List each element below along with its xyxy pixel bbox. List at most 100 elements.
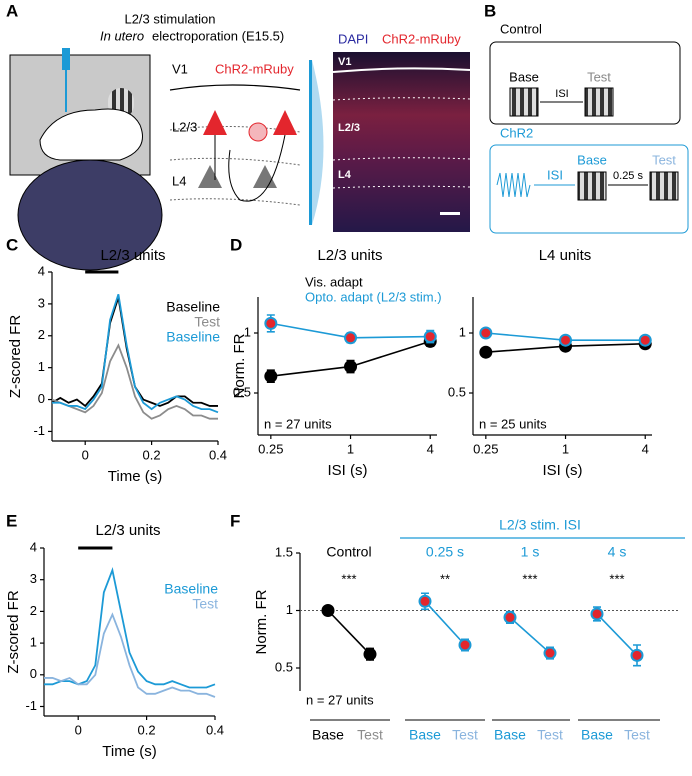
x-tick-label: 0 <box>82 447 89 462</box>
x-tick-label: 0 <box>75 722 82 737</box>
pair-line <box>327 609 371 655</box>
x-tick-label: 0.25 <box>258 441 283 456</box>
x-tick-label: 0.2 <box>143 447 161 462</box>
x-axis-label: ISI (s) <box>543 462 583 479</box>
series-line <box>51 343 218 420</box>
pair-line <box>509 616 551 654</box>
marker <box>321 604 335 617</box>
layer-label: V1 <box>172 61 188 76</box>
y-tick-label: 0 <box>30 666 37 681</box>
legend-entry: Opto. adapt (L2/3 stim.) <box>305 289 442 304</box>
group-label: Control <box>326 544 371 560</box>
annotation: n = 25 units <box>479 416 547 431</box>
layer-label: L4 <box>172 173 186 188</box>
y-tick-label: 1 <box>244 324 251 339</box>
y-tick-label: 1 <box>38 359 45 374</box>
chart-title: L2/3 units <box>95 522 160 539</box>
series-line <box>52 294 219 414</box>
legend-entry: Test <box>192 596 218 612</box>
category-label: Base <box>312 727 344 743</box>
x-tick-label: 0.4 <box>209 447 227 462</box>
y-tick-label: 1.5 <box>275 544 293 559</box>
panel-label: E <box>6 511 17 530</box>
y-tick-label: 0.5 <box>233 384 251 399</box>
box-title: Control <box>500 21 542 36</box>
panel-label: B <box>484 1 496 20</box>
panel-label: A <box>6 1 18 20</box>
marker <box>559 333 573 347</box>
y-tick-label: 1 <box>286 602 293 617</box>
y-axis-label: Z-scored FR <box>7 315 24 399</box>
y-tick-label: 0.5 <box>275 659 293 674</box>
marker <box>344 360 358 374</box>
diagram-subtitle: electroporation (E15.5) <box>152 28 284 43</box>
significance: *** <box>341 571 356 586</box>
y-tick-label: 4 <box>38 263 45 278</box>
category-label: Test <box>624 727 650 743</box>
stim-label: Base <box>577 152 607 167</box>
y-tick-label: 1 <box>30 635 37 650</box>
marker <box>638 333 652 347</box>
group-label: 1 s <box>521 544 540 560</box>
x-axis-label: Time (s) <box>102 743 156 760</box>
layer-label: L2/3 <box>172 119 197 134</box>
channel-label: DAPI <box>338 31 368 46</box>
y-tick-label: 1 <box>459 324 466 339</box>
marker <box>264 369 278 383</box>
image-layer: L2/3 <box>338 122 360 134</box>
diagram-title: L2/3 stimulation <box>124 11 215 26</box>
legend-entry: Baseline <box>166 329 220 345</box>
y-tick-label: 2 <box>38 327 45 342</box>
image-layer: L4 <box>338 169 352 181</box>
isi-label: ISI <box>547 167 563 182</box>
marker <box>423 330 437 344</box>
labels: A B C D E F L2/3 stimulation In utero el… <box>6 1 676 530</box>
chart-title: L2/3 units <box>100 247 165 264</box>
channel-label: ChR2-mRuby <box>382 31 461 46</box>
group-label: 0.25 s <box>426 544 464 560</box>
legend-entry: Test <box>194 314 220 330</box>
pair-line <box>424 600 466 646</box>
marker <box>630 648 644 662</box>
series-line <box>44 612 216 698</box>
group-label: 4 s <box>608 544 627 560</box>
y-tick-label: 0.5 <box>448 384 466 399</box>
marker <box>458 638 472 652</box>
panel-label: F <box>230 511 240 530</box>
y-tick-label: 4 <box>30 539 37 554</box>
series-line <box>44 567 216 689</box>
significance: *** <box>522 571 537 586</box>
category-label: Base <box>494 727 526 743</box>
marker <box>344 331 358 345</box>
significance: ** <box>440 571 450 586</box>
box-title: ChR2 <box>500 125 533 140</box>
y-tick-label: -1 <box>33 423 45 438</box>
construct-label: ChR2-mRuby <box>215 61 294 76</box>
diagram-subtitle: In utero <box>100 28 144 43</box>
panel-a-illustration <box>9 48 471 271</box>
panel-label: D <box>230 235 242 254</box>
x-tick-label: 4 <box>427 441 434 456</box>
panel-b-illustration <box>489 41 689 234</box>
annotation: n = 27 units <box>264 416 332 431</box>
category-label: Test <box>537 727 563 743</box>
category-label: Base <box>409 727 441 743</box>
marker <box>590 607 604 621</box>
category-label: Test <box>357 727 383 743</box>
y-tick-label: 0 <box>38 391 45 406</box>
category-label: Base <box>581 727 613 743</box>
legend-entry: Vis. adapt <box>305 274 363 289</box>
y-axis-label: Norm. FR <box>231 333 248 398</box>
pair-line <box>596 613 638 656</box>
x-tick-label: 1 <box>347 441 354 456</box>
category-label: Test <box>452 727 478 743</box>
marker <box>479 326 493 340</box>
x-tick-label: 0.2 <box>138 722 156 737</box>
legend-entry: Baseline <box>164 581 218 597</box>
x-axis-label: Time (s) <box>108 468 162 485</box>
x-tick-label: 0.4 <box>206 722 224 737</box>
marker <box>363 647 377 661</box>
legend-entry: Baseline <box>166 299 220 315</box>
panel-label: C <box>6 235 18 254</box>
